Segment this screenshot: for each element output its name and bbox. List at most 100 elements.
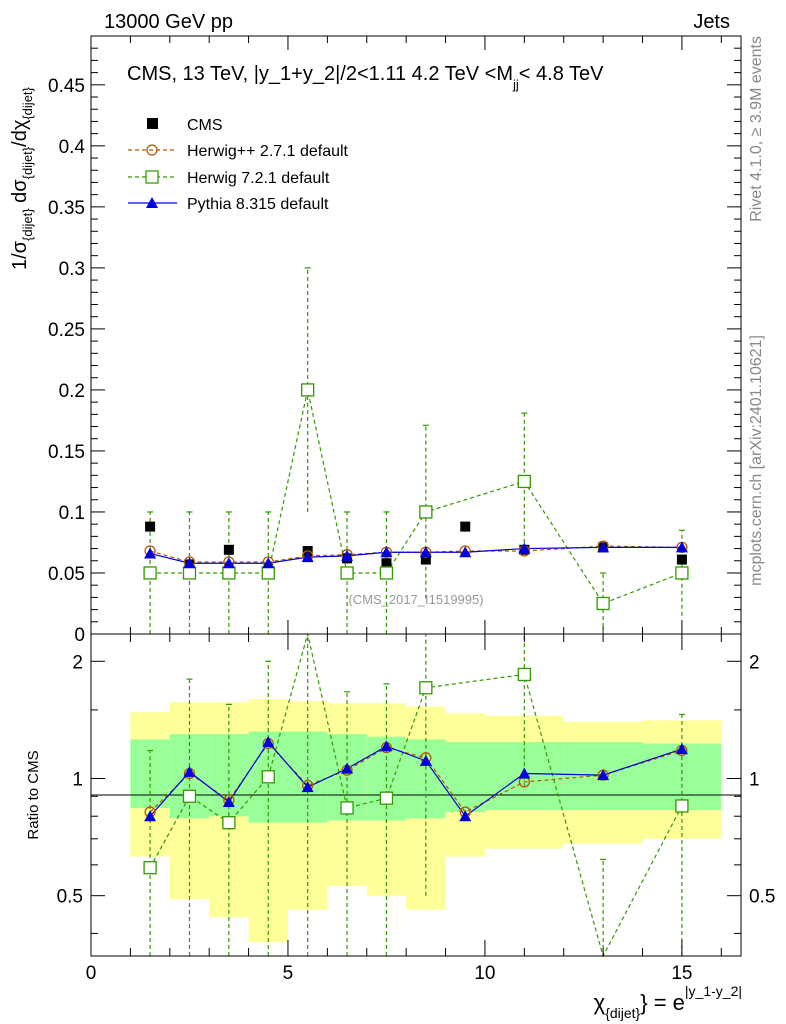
ratio-plot-frame	[90, 633, 742, 957]
legend-label-pythia: Pythia 8.315 default	[187, 196, 329, 213]
ratio-y-axis-label: Ratio to CMS	[25, 750, 42, 839]
top-ytick-label: 0.45	[48, 76, 85, 97]
top-y-ticks: 0 0.05 0.1 0.15 0.2 0.25 0.3 0.35 0.4 0.45	[48, 36, 741, 646]
ratio-xtick-label: 0	[86, 963, 97, 984]
herwig7-point	[517, 474, 531, 489]
ratio-herwig7-point	[675, 799, 689, 813]
ratio-pythia-line	[149, 741, 683, 818]
pythia-point	[262, 557, 275, 569]
legend-marker-cms	[147, 118, 158, 129]
ratio-ytick-label-right: 0.5	[749, 887, 775, 908]
ratio-uncertainty-bands	[130, 699, 722, 943]
top-ytick-label: 0.15	[48, 442, 85, 463]
ratio-pythia-point	[222, 796, 235, 808]
ratio-plot-panel: 0.5 0.5 1 1 2 2 0 5 10 15 Ratio to CMS χ{dijet}} …	[25, 633, 775, 1021]
top-ytick-label: 0.25	[48, 320, 85, 341]
top-ytick-label: 0.2	[59, 381, 85, 402]
top-y-axis-label: 1/σ{dijet} dσ{dijet}/dχ{dijet}	[9, 86, 35, 270]
top-ytick-label: 0.3	[59, 259, 85, 280]
ratio-herwig7-point	[419, 681, 433, 695]
pythia-point	[675, 541, 688, 553]
top-ytick-label: 0.35	[48, 198, 85, 219]
pythia-point	[518, 542, 531, 554]
mcplots-label: mcplots.cern.ch [arXiv:2401.10621]	[748, 335, 765, 586]
herwig7-point	[675, 566, 689, 580]
top-ytick-label: 0.4	[59, 137, 86, 158]
legend-label-herwig7: Herwig 7.2.1 default	[187, 170, 330, 187]
legend: CMS Herwig++ 2.7.1 default Herwig 7.2.1 …	[128, 117, 349, 213]
ratio-herwig7-point	[143, 861, 157, 875]
herwig7-point	[143, 566, 157, 580]
ratio-ytick-label: 0.5	[57, 887, 83, 908]
pythia-point	[222, 557, 235, 569]
ratio-herwig7-line	[149, 633, 683, 958]
pythia-point	[597, 541, 610, 553]
ratio-pythia-point	[341, 762, 354, 774]
herwig7-point	[419, 505, 433, 519]
ylabel-part-b: dσ	[9, 179, 31, 209]
cms-point	[381, 558, 392, 569]
xlabel-sub: {dijet}	[605, 1005, 640, 1021]
ratio-xtick-label: 5	[283, 963, 294, 984]
pythia-point	[301, 551, 314, 563]
legend-label-cms: CMS	[187, 117, 223, 134]
main-plot-panel: 0 0.05 0.1 0.15 0.2 0.25 0.3 0.35 0.4 0.45 CMS, 1…	[9, 35, 742, 646]
top-series-layer	[143, 267, 689, 634]
ratio-pythia-point	[459, 810, 472, 822]
ratio-herwig7-point	[517, 667, 531, 682]
ylabel-sub-b: {dijet}	[20, 146, 35, 179]
pythia-point	[459, 546, 472, 558]
cms-point	[676, 554, 687, 565]
top-ytick-label: 0.1	[59, 503, 85, 524]
ratio-ytick-label: 1	[72, 769, 83, 790]
xlabel-chi: χ	[594, 990, 606, 1015]
herwig7-point	[222, 566, 236, 580]
ratio-pythia-point	[675, 743, 688, 755]
x-axis-label: χ{dijet}} = e|y_1-y_2|	[594, 983, 742, 1021]
legend-marker-herwigpp	[146, 144, 158, 156]
ratio-ytick-label-right: 1	[749, 769, 760, 790]
cms-point	[420, 554, 431, 565]
ratio-pythia-point	[518, 767, 531, 779]
pythia-point	[419, 546, 432, 558]
cms-point	[460, 521, 471, 532]
herwig7-point	[261, 566, 275, 580]
ylabel-part-a: 1/σ	[9, 240, 31, 270]
legend-entry-herwig7: Herwig 7.2.1 default	[128, 170, 330, 187]
cms-point	[223, 544, 234, 555]
top-ytick-label: 0.05	[48, 564, 85, 585]
header-right: Jets	[693, 11, 730, 33]
ratio-pythia-point	[144, 810, 157, 822]
ylabel-sub-c: {dijet}	[20, 86, 35, 119]
ratio-herwigpp-line	[149, 742, 683, 813]
ratio-pythia-point	[597, 769, 610, 781]
herwigpp-line	[149, 545, 682, 563]
legend-entry-cms: CMS	[147, 117, 223, 134]
legend-label-herwigpp: Herwig++ 2.7.1 default	[187, 143, 349, 160]
herwig7-point	[379, 566, 394, 580]
ylabel-sub-a: {dijet}	[20, 208, 35, 241]
band-inner-bin	[445, 742, 485, 813]
plot-title-tail: < 4.8 TeV	[519, 63, 604, 85]
ratio-herwig7-point	[222, 816, 236, 830]
herwig7-point	[340, 566, 354, 580]
ratio-pythia-point	[183, 765, 196, 777]
ratio-herwig7-point	[379, 791, 394, 805]
ratio-pythia-point	[419, 754, 432, 766]
legend-entry-herwigpp: Herwig++ 2.7.1 default	[128, 143, 349, 160]
pythia-point	[341, 549, 354, 561]
pythia-line	[149, 546, 682, 564]
analysis-watermark: (CMS_2017_I1519995)	[348, 592, 483, 607]
plot-title-main: CMS, 13 TeV, |y_1+y_2|/2<1.11 4.2 TeV <M	[127, 63, 513, 85]
legend-entry-pythia: Pythia 8.315 default	[128, 196, 329, 213]
ratio-herwig7-point	[340, 801, 354, 815]
ratio-xtick-label: 15	[671, 963, 692, 984]
herwig7-point	[596, 596, 610, 611]
herwig7-point	[182, 566, 197, 580]
pythia-point	[183, 557, 196, 569]
ylabel-part-c: /dχ	[9, 119, 31, 147]
ratio-pythia-point	[380, 740, 393, 752]
xlabel-sup: |y_1-y_2|	[685, 983, 742, 999]
pythia-point	[380, 546, 393, 558]
